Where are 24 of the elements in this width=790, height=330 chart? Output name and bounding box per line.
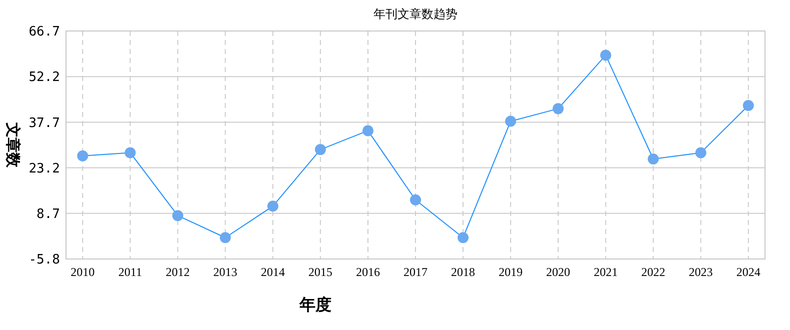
y-tick-label: 37.7 <box>28 116 60 131</box>
y-tick-label: 52.2 <box>28 70 60 86</box>
y-tick-label: 66.7 <box>28 24 60 40</box>
y-tick-label: 23.2 <box>28 161 60 176</box>
chart-title: 年刊文章数趋势 <box>374 7 458 21</box>
y-tick-label: 8.7 <box>36 206 60 222</box>
x-tick-label: 2023 <box>688 265 713 279</box>
x-tick-label: 2013 <box>213 265 238 279</box>
x-tick-label: 2016 <box>356 265 380 279</box>
x-tick-label: 2021 <box>594 265 618 279</box>
x-tick-label: 2022 <box>641 265 666 279</box>
x-tick-label: 2024 <box>736 265 760 279</box>
y-tick-label: -5.8 <box>28 252 60 268</box>
y-axis-title: 文章数 <box>4 122 22 168</box>
x-tick-label: 2017 <box>404 265 428 279</box>
x-tick-label: 2010 <box>70 265 95 279</box>
x-tick-label: 2011 <box>118 265 142 279</box>
x-tick-label: 2014 <box>260 265 285 279</box>
x-tick-label: 2015 <box>308 265 332 279</box>
x-tick-label: 2020 <box>546 265 570 279</box>
x-tick-label: 2018 <box>451 265 476 279</box>
x-axis-title: 年度 <box>298 295 332 314</box>
x-tick-label: 2012 <box>166 265 190 279</box>
x-tick-label: 2019 <box>498 265 523 279</box>
